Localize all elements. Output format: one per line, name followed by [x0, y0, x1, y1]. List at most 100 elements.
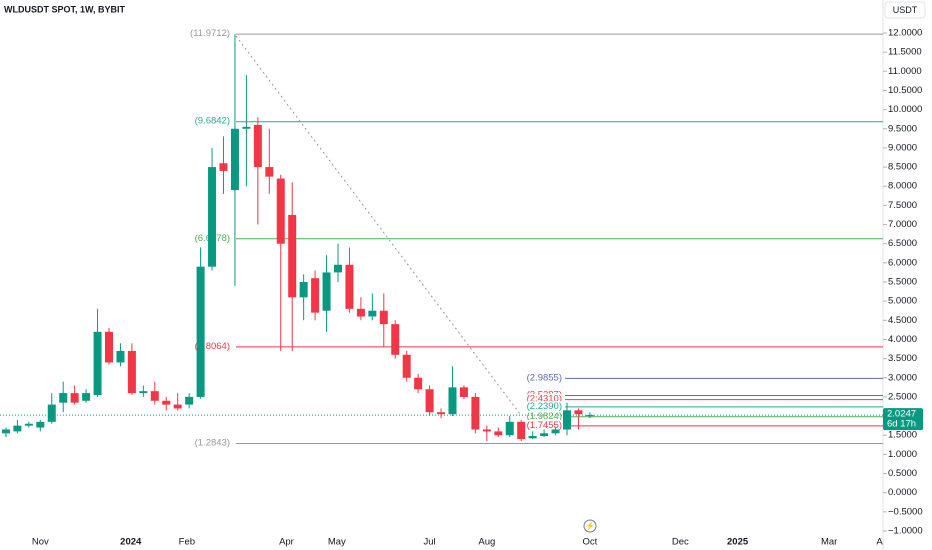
candle-body	[139, 391, 148, 394]
candle-body	[13, 425, 22, 432]
candle-body	[322, 272, 331, 311]
candle-body	[242, 126, 251, 129]
y-tick-label: −1.0000	[888, 526, 923, 537]
level-label: (9.6842)	[195, 116, 230, 127]
y-tick-label: 11.0000	[888, 66, 922, 77]
candle-body	[585, 415, 594, 417]
level-label: (1.2843)	[195, 438, 230, 449]
candle-body	[505, 421, 514, 436]
y-tick-label: 9.5000	[888, 123, 917, 134]
candle-body	[230, 128, 239, 191]
candle-body	[219, 163, 228, 171]
candle-body	[425, 389, 434, 413]
x-tick-label: Mar	[821, 537, 837, 548]
candle-body	[59, 393, 68, 403]
candle-body	[47, 404, 56, 422]
candle-body	[574, 410, 583, 415]
x-tick-label: Oct	[582, 537, 597, 548]
candle-body	[391, 324, 400, 355]
y-tick-label: 7.0000	[888, 219, 917, 230]
level-label: (1.9824)	[527, 411, 562, 422]
y-tick-label: 8.0000	[888, 181, 917, 192]
y-tick-label: 1.5000	[888, 430, 917, 441]
event-icon-glyph: ⚡	[585, 521, 595, 531]
event-icon[interactable]	[583, 519, 597, 533]
candle-body	[345, 264, 354, 309]
x-tick-label: Nov	[32, 537, 49, 548]
y-tick-label: 3.5000	[888, 353, 917, 364]
candle-body	[562, 410, 571, 430]
currency-label: USDT	[893, 5, 918, 15]
trend-line	[235, 35, 521, 415]
y-tick-label: 1.0000	[888, 449, 917, 460]
candle-body	[356, 308, 365, 317]
candle-body	[471, 396, 480, 430]
x-tick-label: Aug	[478, 537, 495, 548]
y-tick-label: 4.5000	[888, 315, 917, 326]
countdown-label: 6d 17h	[887, 419, 916, 430]
candle-body	[368, 310, 377, 317]
y-tick-label: 11.5000	[888, 47, 922, 58]
candle-body	[36, 421, 45, 428]
currency-button[interactable]	[884, 1, 926, 19]
x-tick-label: 2024	[120, 537, 142, 548]
y-tick-label: 4.0000	[888, 334, 917, 345]
y-tick-label: 7.5000	[888, 200, 917, 211]
y-tick-label: 10.5000	[888, 85, 922, 96]
candle-body	[494, 431, 503, 436]
candle-body	[1, 429, 10, 434]
candle-body	[379, 310, 388, 325]
y-tick-label: 10.0000	[888, 104, 922, 115]
candle-body	[173, 404, 182, 409]
candle-body	[93, 331, 102, 396]
y-tick-label: 3.0000	[888, 372, 917, 383]
candle-body	[288, 214, 297, 298]
x-tick-label: Jul	[424, 537, 436, 548]
level-label: (2.9855)	[527, 372, 562, 383]
y-tick-label: 0.0000	[888, 487, 917, 498]
candle-body	[459, 387, 468, 397]
y-tick-label: 5.0000	[888, 296, 917, 307]
candle-body	[299, 282, 308, 298]
candle-body	[414, 377, 423, 390]
y-tick-label: 8.5000	[888, 162, 917, 173]
y-tick-label: 12.0000	[888, 28, 922, 39]
x-tick-label: May	[328, 537, 346, 548]
candle-body	[517, 421, 526, 440]
candle-body	[540, 433, 549, 436]
candle-body	[276, 178, 285, 244]
candle-body	[127, 350, 136, 394]
candle-body	[402, 354, 411, 378]
x-tick-label: Apr	[279, 537, 294, 548]
level-label: (2.2390)	[527, 401, 562, 412]
candle-body	[82, 393, 91, 401]
x-tick-label: 2025	[727, 537, 749, 548]
candle-body	[551, 429, 560, 434]
candle-body	[253, 124, 262, 168]
level-label: (11.9712)	[190, 28, 230, 39]
x-tick-label: Feb	[179, 537, 195, 548]
candle-body	[528, 435, 537, 439]
last-price-box	[883, 408, 923, 431]
last-price-label: 2.0247	[887, 409, 916, 420]
y-tick-label: 6.5000	[888, 238, 917, 249]
y-tick-label: −0.5000	[888, 506, 923, 517]
level-label: (2.4310)	[527, 394, 562, 405]
y-tick-label: 0.5000	[888, 468, 917, 479]
candle-body	[448, 387, 457, 415]
candle-body	[265, 167, 274, 177]
candle-body	[196, 266, 205, 397]
x-tick-label: Dec	[672, 537, 689, 548]
candle-body	[162, 400, 171, 405]
candle-body	[116, 350, 125, 363]
symbol-title: WLDUSDT SPOT, 1W, BYBIT	[4, 4, 126, 14]
candle-body	[333, 264, 342, 273]
candle-body	[24, 423, 33, 426]
candle-body	[185, 396, 194, 405]
y-tick-label: 5.5000	[888, 277, 917, 288]
candle-body	[150, 391, 159, 401]
candle-body	[208, 167, 217, 267]
level-label: (1.7455)	[527, 420, 562, 431]
candle-body	[105, 331, 114, 363]
